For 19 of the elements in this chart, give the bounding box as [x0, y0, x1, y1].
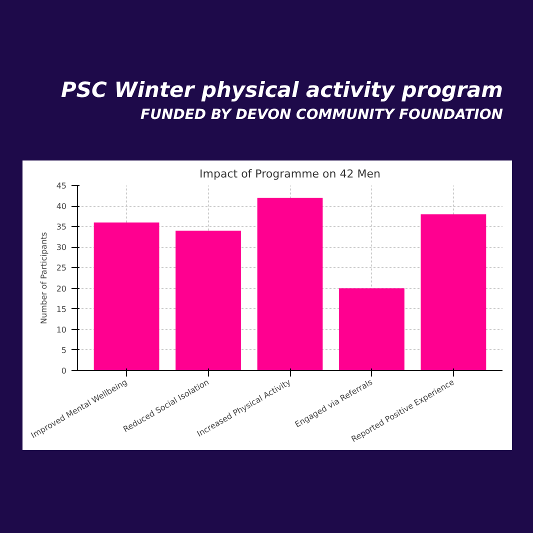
y-tick-label: 20	[56, 284, 67, 294]
bar	[420, 214, 486, 370]
y-axis-title: Number of Participants	[39, 232, 48, 324]
bar	[176, 230, 241, 370]
y-tick-label: 40	[56, 202, 67, 212]
y-tick-label: 25	[56, 264, 67, 273]
y-tick-label: 15	[56, 304, 67, 314]
y-tick-label: 0	[61, 366, 67, 376]
text: Impact of Programme on 42 Men	[200, 168, 381, 180]
y-tick-label: 10	[56, 325, 67, 334]
y-tick-label: 30	[56, 243, 67, 252]
y-tick-label: 35	[56, 222, 67, 232]
bar	[94, 222, 160, 370]
y-tick-label: 45	[56, 182, 67, 190]
chart-title: PSC Winter physical activity program	[60, 77, 503, 104]
bar	[339, 288, 404, 370]
y-tick-label: 5	[61, 346, 67, 355]
bar	[257, 198, 323, 370]
chart-subtitle: FUNDED BY DEVON COMMUNITY FOUNDATION	[140, 106, 503, 125]
